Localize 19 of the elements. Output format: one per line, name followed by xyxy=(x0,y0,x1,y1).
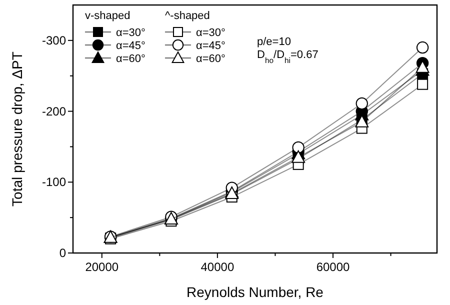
annotation: D$_{ho}$/D$_{hi}$=0.67 xyxy=(257,49,318,64)
y-axis-title: Total pressure drop, ΔPT xyxy=(9,51,25,206)
legend-label: α=60° xyxy=(196,53,226,65)
legend-label: α=60° xyxy=(116,53,146,65)
y-tick-label: -200 xyxy=(42,104,66,118)
x-tick-label: 20000 xyxy=(85,260,119,274)
y-tick-label: -100 xyxy=(42,175,66,190)
annotation: p/e=10 xyxy=(257,36,291,48)
legend-label: α=45° xyxy=(116,40,146,52)
y-tick-label: -300 xyxy=(42,33,66,48)
legend-label: α=30° xyxy=(196,27,226,39)
y-tick-label: 0 xyxy=(59,246,66,260)
legend-label: α=30° xyxy=(116,27,146,39)
x-axis-title: Reynolds Number, Re xyxy=(186,284,324,300)
x-tick-label: 40000 xyxy=(200,260,234,274)
legend-label: α=45° xyxy=(196,40,226,52)
annotation: ^-shaped xyxy=(165,10,210,22)
x-tick-label: 60000 xyxy=(316,260,350,274)
annotation: v-shaped xyxy=(85,10,130,22)
